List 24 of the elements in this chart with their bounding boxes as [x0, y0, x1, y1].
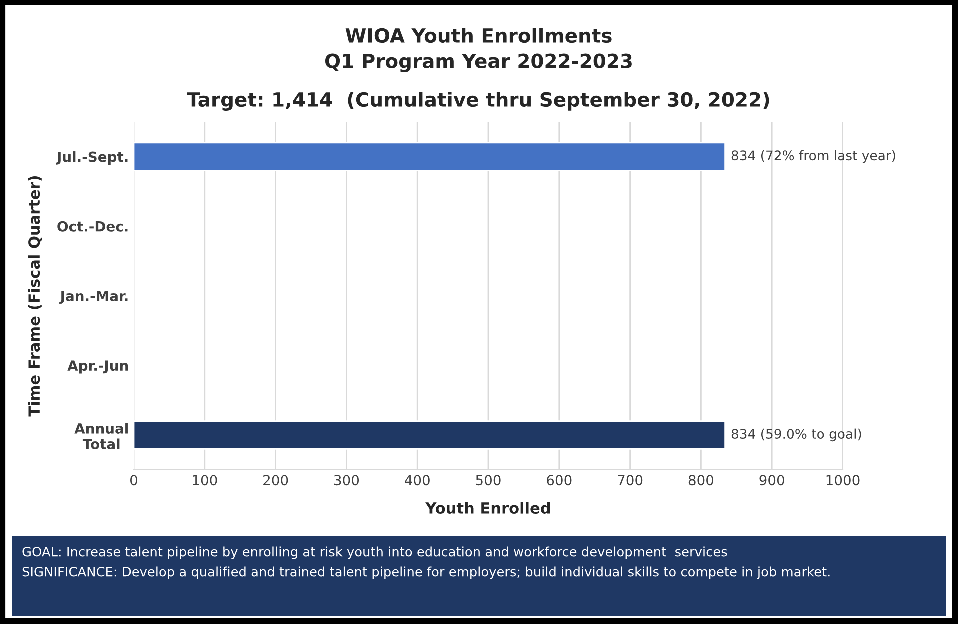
- x-tick-label: 300: [334, 475, 360, 486]
- text: SIGNIFICANCE: Develop a qualified and trained talent pipeline for employers; build individual skills to compete in job market.: [22, 566, 830, 580]
- x-tick-label: 1000: [826, 475, 860, 486]
- x-tick-label: 0: [130, 475, 138, 486]
- data-label: 834 (72% from last year): [732, 150, 896, 164]
- x-tick-label: 800: [688, 475, 714, 486]
- x-tick-label: 200: [264, 475, 288, 486]
- x-tick-label: 700: [618, 475, 643, 486]
- y-axis-title: Time Frame (Fiscal Quarter): [28, 176, 42, 417]
- data-label: 834 (59.0% to goal): [732, 428, 862, 442]
- y-tick-label: Oct.-Dec.: [58, 221, 128, 232]
- x-tick-label: 900: [760, 475, 784, 486]
- x-tick-label: 400: [405, 475, 430, 486]
- x-tick-label: 600: [547, 475, 572, 486]
- y-tick-label: Apr.-Jun: [68, 360, 128, 374]
- x-tick-label: 100: [193, 475, 218, 486]
- y-tick-label: Annual Total: [74, 423, 128, 450]
- y-tick-label: Jul.-Sept.: [56, 152, 128, 165]
- chart-subtitle: Target: 1,414 (Cumulative thru September 30, 2022): [187, 92, 770, 111]
- chart-title: WIOA Youth Enrollments Q1 Program Year 2022-2023: [325, 28, 632, 72]
- text: GOAL: Increase talent pipeline by enrolling at risk youth into education and workforce development services: [22, 546, 728, 560]
- x-axis-title: Youth Enrolled: [426, 502, 550, 514]
- x-tick-label: 500: [476, 475, 501, 486]
- y-tick-label: Jan.-Mar.: [60, 291, 128, 304]
